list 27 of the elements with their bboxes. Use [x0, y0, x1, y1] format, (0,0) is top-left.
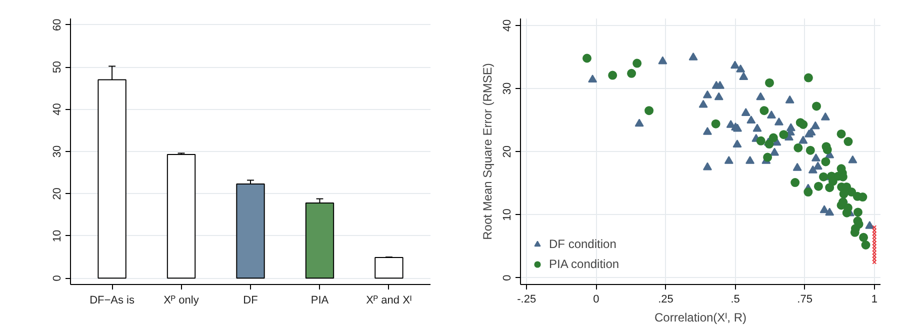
y-tick-label: 30 [502, 82, 514, 95]
y-tick-label: 20 [502, 145, 514, 158]
x-tick-label: Xᴾ and Xᴵ [366, 294, 412, 306]
x-tick-label: .5 [730, 294, 740, 306]
x-tick-label: PIA [310, 294, 330, 306]
x-axis-title: Correlation(Xᴵ, R) [654, 310, 747, 324]
y-tick-label: 10 [52, 230, 64, 242]
y-tick-label: 60 [52, 18, 64, 31]
y-tick-label: 0 [502, 274, 514, 281]
y-tick-label: 40 [502, 19, 514, 32]
legend-label: PIA condition [549, 257, 620, 271]
x-tick-label: 1 [871, 294, 878, 306]
x-tick-label: -.25 [517, 294, 536, 306]
y-tick-label: 30 [52, 145, 64, 158]
x-tick-label: DF [243, 294, 258, 306]
x-tick-label: 0 [593, 294, 600, 306]
y-axis-title: Root Mean Square Error (RMSE) [480, 63, 494, 240]
y-tick-label: 40 [52, 103, 64, 116]
legend-label: DF condition [549, 237, 616, 251]
y-tick-label: 20 [52, 188, 64, 200]
y-tick-label: 0 [52, 275, 64, 282]
y-tick-label: 10 [502, 208, 514, 221]
x-tick-label: .25 [658, 294, 674, 306]
y-tick-label: 50 [52, 60, 64, 74]
x-tick-label: Xᴾ only [164, 294, 200, 306]
x-tick-label: .75 [797, 294, 812, 306]
x-tick-label: DF−As is [90, 294, 135, 306]
